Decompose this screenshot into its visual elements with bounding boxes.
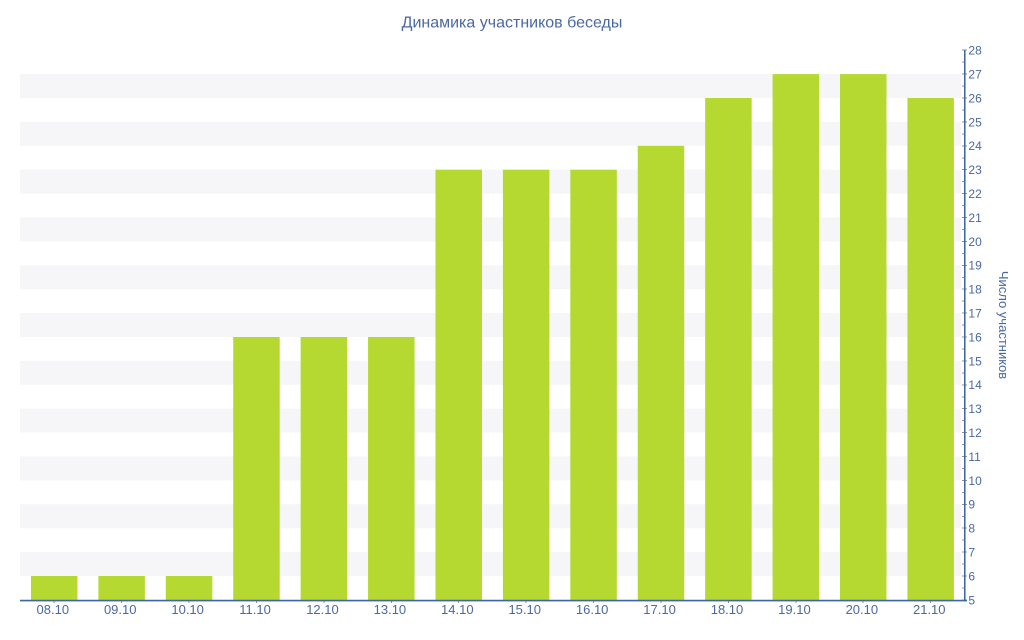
svg-text:15.10: 15.10: [508, 602, 541, 617]
svg-text:08.10: 08.10: [37, 602, 70, 617]
svg-text:15: 15: [968, 354, 982, 368]
svg-text:14.10: 14.10: [441, 602, 474, 617]
svg-text:17.10: 17.10: [643, 602, 676, 617]
svg-text:18: 18: [968, 283, 982, 297]
svg-text:8: 8: [968, 522, 975, 536]
svg-text:19: 19: [968, 259, 982, 273]
svg-text:10.10: 10.10: [171, 602, 204, 617]
svg-text:16: 16: [968, 330, 982, 344]
svg-text:09.10: 09.10: [104, 602, 137, 617]
svg-text:6: 6: [968, 569, 975, 583]
svg-text:23: 23: [968, 163, 982, 177]
svg-text:9: 9: [968, 498, 975, 512]
svg-text:24: 24: [968, 139, 982, 153]
svg-text:20.10: 20.10: [846, 602, 879, 617]
svg-text:22: 22: [968, 187, 982, 201]
svg-text:21: 21: [968, 211, 982, 225]
svg-text:14: 14: [968, 378, 982, 392]
svg-text:12.10: 12.10: [306, 602, 339, 617]
svg-text:Число участников: Число участников: [996, 271, 1011, 379]
svg-text:26: 26: [968, 91, 982, 105]
svg-text:13: 13: [968, 402, 982, 416]
svg-text:19.10: 19.10: [778, 602, 811, 617]
svg-text:Динамика участников беседы: Динамика участников беседы: [402, 15, 623, 32]
svg-text:21.10: 21.10: [913, 602, 946, 617]
svg-text:11.10: 11.10: [239, 602, 271, 617]
svg-text:10: 10: [968, 474, 982, 488]
svg-text:18.10: 18.10: [711, 602, 744, 617]
svg-text:11: 11: [968, 450, 981, 464]
svg-text:25: 25: [968, 115, 982, 129]
svg-text:27: 27: [968, 67, 982, 81]
svg-text:7: 7: [968, 545, 975, 559]
svg-text:13.10: 13.10: [374, 602, 407, 617]
svg-text:20: 20: [968, 235, 982, 249]
svg-text:16.10: 16.10: [576, 602, 609, 617]
svg-text:5: 5: [968, 593, 975, 607]
svg-text:12: 12: [968, 426, 982, 440]
svg-text:17: 17: [968, 306, 982, 320]
svg-text:28: 28: [968, 44, 982, 58]
